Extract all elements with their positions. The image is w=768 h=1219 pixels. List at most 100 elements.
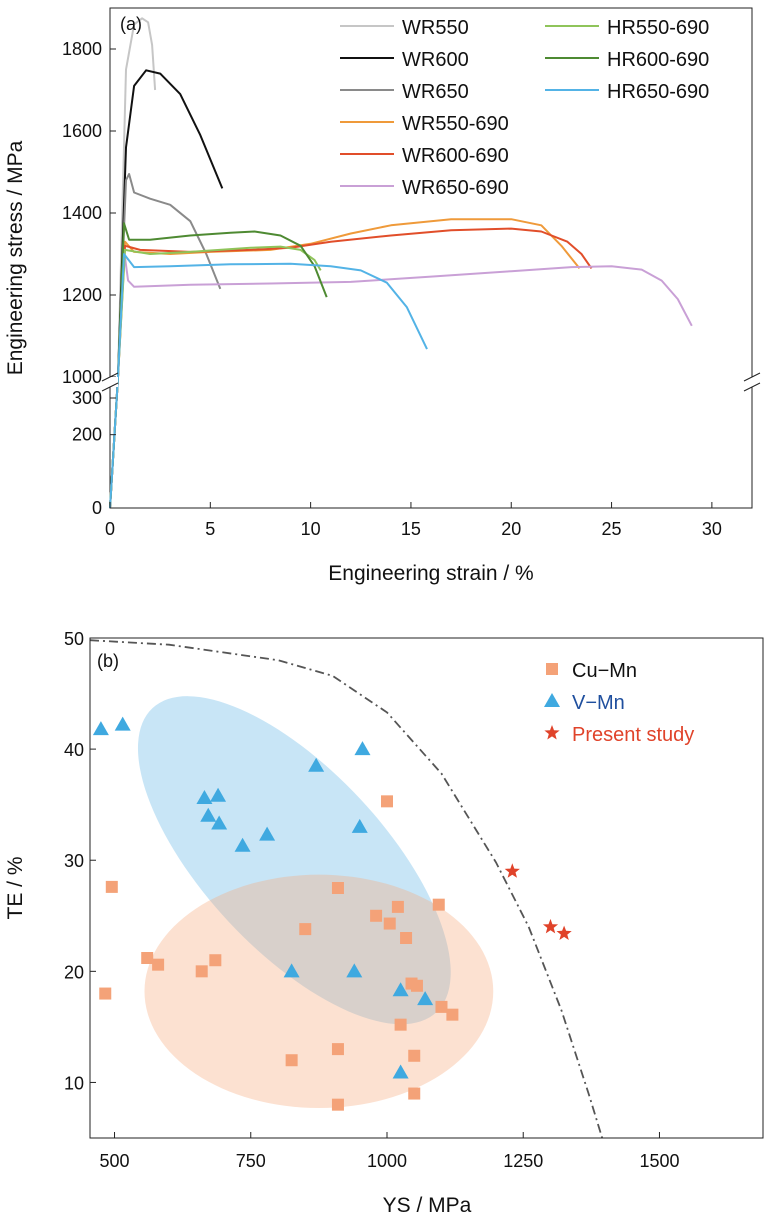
legend-label-a: HR600-690 — [607, 49, 709, 71]
data-point-star — [542, 918, 559, 934]
data-point-triangle — [114, 716, 131, 731]
data-point-square — [380, 795, 393, 808]
data-point-square — [99, 987, 112, 1000]
data-point-triangle — [308, 757, 325, 772]
data-point-star — [556, 925, 572, 940]
series-line-hr600-690 — [109, 222, 328, 509]
series-line-wr650-690 — [109, 248, 693, 509]
axis-break-mask — [102, 377, 118, 387]
data-point-square — [195, 965, 208, 978]
highlight-regions-b — [137, 696, 494, 1108]
data-point-square — [299, 923, 312, 936]
y-tick-label-b: 30 — [64, 851, 84, 871]
legend-b: Cu−Mn V−Mn Present study — [544, 660, 694, 746]
highlight-ellipse — [137, 696, 451, 1025]
data-point-square — [446, 1008, 459, 1021]
plot-frame-b — [89, 637, 764, 1139]
data-point-square — [394, 1018, 407, 1031]
data-point-triangle — [351, 818, 368, 833]
legend-label-a: WR550 — [402, 17, 469, 39]
panel-label-b: (b) — [97, 651, 119, 671]
axis-break-mark — [101, 382, 119, 392]
data-point-square — [408, 1049, 421, 1062]
x-tick-label-b: 500 — [99, 1151, 129, 1171]
series-line-hr650-690 — [109, 253, 428, 509]
data-point-triangle — [211, 815, 228, 830]
data-point-square — [383, 917, 396, 930]
series-line-wr600-690 — [109, 227, 593, 509]
x-tick-label-a: 10 — [301, 519, 321, 539]
x-tick-label-b: 1000 — [367, 1151, 407, 1171]
y-axis-label-b: TE / % — [4, 856, 27, 919]
legend-label-a: WR650-690 — [402, 177, 509, 199]
legend-marker-b — [546, 663, 558, 675]
data-point-square — [391, 900, 404, 913]
legend-a: WR550 WR600 WR650 WR550-690 WR600-690 WR650-6… — [340, 17, 709, 199]
data-point-square — [152, 958, 165, 971]
scatter-points-b — [92, 716, 572, 1111]
data-point-square — [209, 954, 222, 967]
data-point-square — [370, 909, 383, 922]
data-point-square — [408, 1087, 421, 1100]
legend-marker-b — [544, 725, 560, 740]
y-tick-label-a: 1000 — [62, 367, 102, 387]
data-point-square — [331, 1043, 344, 1056]
data-point-square — [432, 898, 445, 911]
data-point-triangle — [234, 837, 251, 852]
y-tick-label-a: 1400 — [62, 203, 102, 223]
legend-label-a: WR650 — [402, 81, 469, 103]
x-tick-label-a: 15 — [401, 519, 421, 539]
data-point-square — [331, 882, 344, 894]
y-tick-label-a: 1600 — [62, 121, 102, 141]
x-tick-label-a: 25 — [602, 519, 622, 539]
data-point-square — [285, 1054, 298, 1067]
data-point-triangle — [200, 807, 217, 822]
axis-break-a — [101, 372, 761, 392]
series-line-wr550-690 — [109, 218, 581, 509]
trend-curve-line — [89, 639, 604, 1139]
x-axis-label-b: YS / MPa — [383, 1194, 472, 1217]
y-tick-label-b: 40 — [64, 740, 84, 760]
data-point-square — [141, 952, 154, 964]
data-point-triangle — [417, 991, 434, 1006]
data-point-triangle — [210, 787, 227, 802]
data-point-triangle — [392, 1064, 409, 1079]
data-point-triangle — [283, 963, 300, 978]
data-point-triangle — [92, 721, 109, 736]
data-point-square — [400, 932, 413, 944]
axis-break-mark — [743, 372, 761, 382]
axis-break-mask — [744, 377, 760, 387]
axis-break-mark — [743, 382, 761, 392]
data-point-triangle — [354, 741, 371, 756]
y-tick-label-b: 10 — [64, 1073, 84, 1093]
chart-panel-a: 0 5 10 15 20 25 30100012001400160018000200300 … — [4, 7, 761, 585]
y-tick-label-a: 1200 — [62, 285, 102, 305]
data-point-square — [331, 1098, 344, 1111]
x-tick-label-b: 1500 — [639, 1151, 679, 1171]
legend-label-a: HR650-690 — [607, 81, 709, 103]
series-line-wr600 — [109, 69, 224, 509]
x-tick-label-a: 20 — [501, 519, 521, 539]
data-point-triangle — [259, 826, 276, 841]
axis-ticks-b: 500 750 1000 1250 1500 10 20 30 40 50 — [64, 629, 680, 1171]
y-tick-label-a: 300 — [72, 388, 102, 408]
x-axis-label-a: Engineering strain / % — [328, 562, 533, 585]
legend-label-b: V−Mn — [572, 692, 625, 714]
series-lines-a — [109, 17, 693, 509]
x-tick-label-b: 750 — [236, 1151, 266, 1171]
trend-curve-b — [89, 639, 604, 1139]
legend-label-a: WR600-690 — [402, 145, 509, 167]
y-tick-label-a: 0 — [92, 498, 102, 518]
legend-label-a: HR550-690 — [607, 17, 709, 39]
data-point-star — [504, 863, 520, 878]
x-tick-label-b: 1250 — [503, 1151, 543, 1171]
x-tick-label-a: 5 — [205, 519, 215, 539]
data-point-triangle — [196, 790, 213, 804]
x-tick-label-a: 0 — [105, 519, 115, 539]
data-point-triangle — [346, 963, 363, 978]
legend-label-b: Present study — [572, 724, 694, 746]
y-tick-label-a: 1800 — [62, 39, 102, 59]
axis-ticks-a: 0 5 10 15 20 25 30 1000 1200 1400 1600 1800 0 200 300 — [62, 39, 722, 539]
legend-label-a: WR550-690 — [402, 113, 509, 135]
axis-break-mark — [101, 372, 119, 382]
